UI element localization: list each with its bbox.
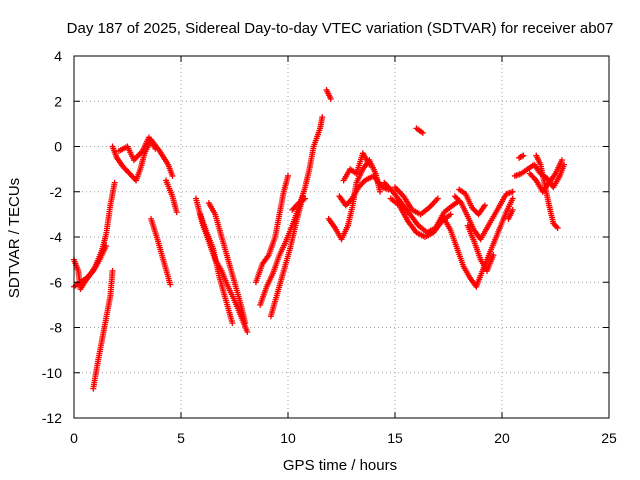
data-point [109, 267, 116, 274]
y-tick-label: 2 [54, 93, 62, 109]
y-tick-label: -12 [42, 410, 62, 426]
x-tick-label: 20 [494, 430, 510, 446]
data-point [509, 188, 516, 195]
data-point [302, 195, 309, 202]
data-point [242, 319, 249, 326]
data-point [554, 224, 561, 231]
data-point [447, 211, 454, 218]
x-axis-title: GPS time / hours [283, 457, 397, 474]
y-tick-label: 4 [54, 48, 62, 64]
data-point [481, 202, 488, 209]
data-point [419, 129, 426, 136]
data-point [509, 206, 516, 213]
data-point [490, 252, 497, 259]
data-point [509, 195, 516, 202]
tick-labels: 0 5 10 15 20 25 -12 -10 -8 -6 -4 -2 0 2 4 [42, 48, 617, 446]
data-point [285, 172, 291, 179]
y-tick-label: -10 [42, 365, 62, 381]
y-tick-label: -2 [50, 184, 63, 200]
data-point [319, 114, 326, 121]
data-point [366, 161, 373, 168]
data-point [520, 152, 527, 159]
data-point [377, 188, 384, 195]
x-tick-label: 5 [177, 430, 185, 446]
data-point [229, 319, 236, 326]
data-points [71, 86, 568, 392]
x-tick-label: 25 [601, 430, 617, 446]
axis-ticks [73, 55, 610, 419]
x-tick-label: 10 [280, 430, 296, 446]
data-point [152, 145, 159, 152]
y-axis-title: SDTVAR / TECUs [6, 178, 23, 298]
data-point [434, 195, 441, 202]
y-tick-label: -8 [50, 320, 63, 336]
data-point [103, 243, 110, 250]
data-point [244, 329, 251, 336]
x-tick-label: 15 [387, 430, 403, 446]
data-point [558, 157, 565, 164]
x-tick-label: 0 [70, 430, 78, 446]
data-point [167, 281, 174, 288]
data-point [169, 172, 176, 179]
data-point [327, 95, 334, 102]
data-point [173, 209, 180, 216]
data-point [111, 179, 118, 186]
y-tick-label: 0 [54, 139, 62, 155]
y-tick-label: -6 [50, 274, 63, 290]
y-tick-label: -4 [50, 229, 63, 245]
chart-title: Day 187 of 2025, Sidereal Day-to-day VTE… [67, 20, 614, 37]
